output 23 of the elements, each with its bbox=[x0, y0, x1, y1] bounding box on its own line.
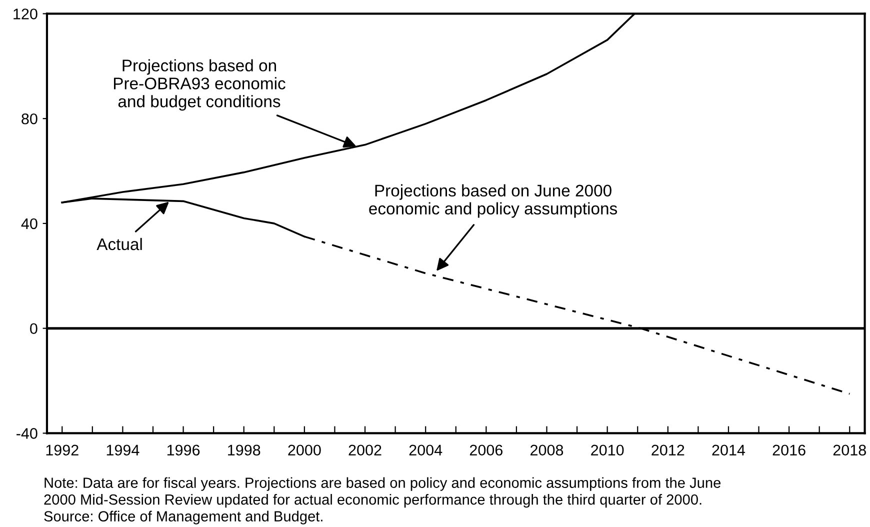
x-tick-label: 2012 bbox=[652, 444, 684, 456]
x-tick-label: 2000 bbox=[288, 444, 321, 456]
x-tick-label: 2014 bbox=[712, 444, 746, 456]
x-tick-label: 2018 bbox=[833, 444, 866, 456]
annotation: Actual bbox=[96, 238, 142, 250]
y-tick-label: 0 bbox=[30, 323, 38, 334]
x-tick-label: 2010 bbox=[591, 444, 624, 456]
annotation: Projections based on Pre-OBRA93 economic and budget conditions bbox=[114, 59, 286, 111]
y-tick-label: 120 bbox=[14, 8, 38, 20]
y-tick-label: 80 bbox=[22, 113, 38, 124]
x-tick-label: 1992 bbox=[46, 444, 78, 456]
x-tick-label: 1996 bbox=[167, 444, 200, 456]
x-tick-label: 2002 bbox=[348, 444, 382, 456]
x-tick-label: 2008 bbox=[530, 444, 564, 456]
text: Note: Data are for fiscal years. Projections are based on policy and economic assumptions from the June 2000 Mid-Session Review updated for actual economic performance through the third quarter of 2000. Source: Office of Management and Budget. bbox=[44, 477, 721, 524]
y-tick-label: -40 bbox=[16, 428, 38, 439]
y-tick-label: 40 bbox=[21, 218, 38, 230]
x-tick-label: 2016 bbox=[772, 444, 806, 456]
x-tick-label: 2004 bbox=[409, 444, 442, 456]
annotation: Projections based on June 2000 economic and policy assumptions bbox=[369, 184, 618, 218]
x-tick-label: 2006 bbox=[470, 444, 502, 456]
x-tick-label: 1998 bbox=[228, 444, 260, 456]
x-tick-label: 1994 bbox=[106, 444, 140, 456]
